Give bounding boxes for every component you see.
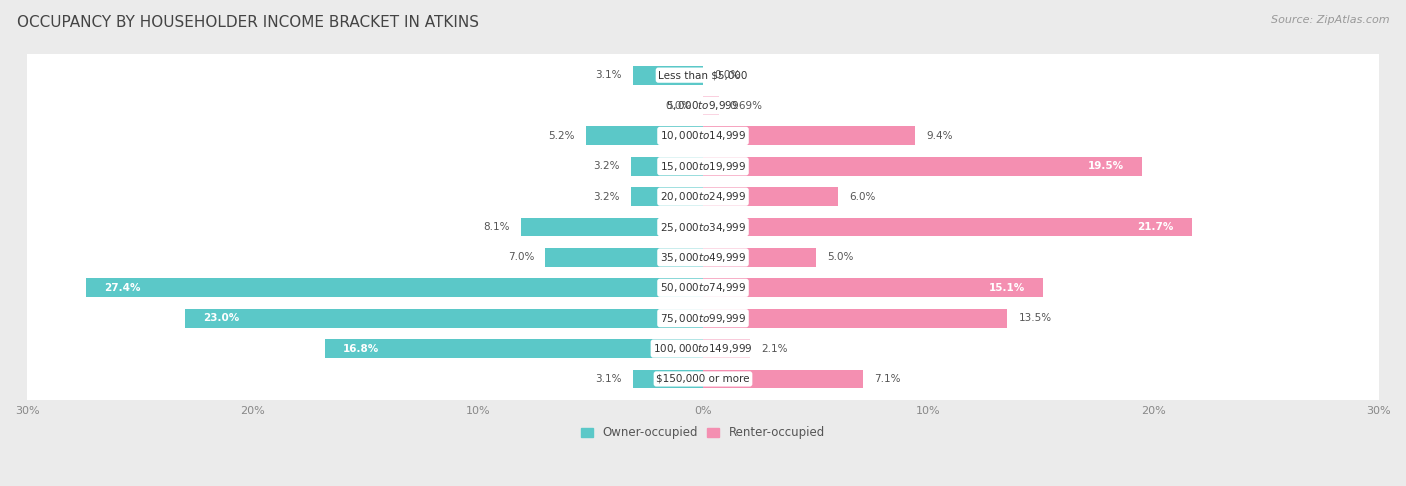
Bar [703, 126, 915, 145]
Text: 3.2%: 3.2% [593, 191, 620, 202]
Text: 23.0%: 23.0% [202, 313, 239, 323]
Text: 16.8%: 16.8% [343, 344, 378, 354]
Bar [186, 309, 703, 328]
Text: 21.7%: 21.7% [1137, 222, 1174, 232]
Bar [703, 187, 838, 206]
Bar [520, 218, 703, 237]
Text: $75,000 to $99,999: $75,000 to $99,999 [659, 312, 747, 325]
Text: 3.1%: 3.1% [595, 374, 621, 384]
Text: 7.1%: 7.1% [875, 374, 901, 384]
Bar [703, 369, 863, 388]
FancyBboxPatch shape [13, 357, 1393, 401]
FancyBboxPatch shape [13, 113, 1393, 158]
Text: 8.1%: 8.1% [482, 222, 509, 232]
FancyBboxPatch shape [13, 265, 1393, 310]
Text: $20,000 to $24,999: $20,000 to $24,999 [659, 190, 747, 203]
Text: 6.0%: 6.0% [849, 191, 876, 202]
Legend: Owner-occupied, Renter-occupied: Owner-occupied, Renter-occupied [578, 423, 828, 443]
Bar [546, 248, 703, 267]
Text: 13.5%: 13.5% [1018, 313, 1052, 323]
FancyBboxPatch shape [13, 296, 1393, 341]
Bar [703, 339, 751, 358]
Text: 9.4%: 9.4% [927, 131, 952, 141]
Text: 27.4%: 27.4% [104, 283, 141, 293]
Text: 3.2%: 3.2% [593, 161, 620, 171]
Text: $25,000 to $34,999: $25,000 to $34,999 [659, 221, 747, 234]
Bar [703, 248, 815, 267]
Text: Less than $5,000: Less than $5,000 [658, 70, 748, 80]
Bar [703, 309, 1007, 328]
Bar [631, 187, 703, 206]
Text: 0.69%: 0.69% [730, 101, 763, 110]
Text: 5.0%: 5.0% [827, 252, 853, 262]
Bar [703, 96, 718, 115]
Text: Source: ZipAtlas.com: Source: ZipAtlas.com [1271, 15, 1389, 25]
Text: $150,000 or more: $150,000 or more [657, 374, 749, 384]
Text: OCCUPANCY BY HOUSEHOLDER INCOME BRACKET IN ATKINS: OCCUPANCY BY HOUSEHOLDER INCOME BRACKET … [17, 15, 479, 30]
FancyBboxPatch shape [13, 52, 1393, 98]
FancyBboxPatch shape [13, 205, 1393, 249]
Bar [703, 218, 1192, 237]
FancyBboxPatch shape [13, 235, 1393, 280]
Text: 3.1%: 3.1% [595, 70, 621, 80]
Text: 0.0%: 0.0% [665, 101, 692, 110]
Bar [633, 369, 703, 388]
Bar [86, 278, 703, 297]
Bar [586, 126, 703, 145]
Text: $15,000 to $19,999: $15,000 to $19,999 [659, 160, 747, 173]
Bar [631, 157, 703, 176]
Bar [633, 66, 703, 85]
Text: 5.2%: 5.2% [548, 131, 575, 141]
Bar [325, 339, 703, 358]
Text: 7.0%: 7.0% [508, 252, 534, 262]
FancyBboxPatch shape [13, 326, 1393, 371]
Bar [703, 278, 1043, 297]
FancyBboxPatch shape [13, 83, 1393, 128]
Text: $35,000 to $49,999: $35,000 to $49,999 [659, 251, 747, 264]
Text: $100,000 to $149,999: $100,000 to $149,999 [654, 342, 752, 355]
Text: $10,000 to $14,999: $10,000 to $14,999 [659, 129, 747, 142]
Text: 2.1%: 2.1% [762, 344, 787, 354]
Text: 15.1%: 15.1% [988, 283, 1025, 293]
Text: $50,000 to $74,999: $50,000 to $74,999 [659, 281, 747, 295]
FancyBboxPatch shape [13, 144, 1393, 189]
FancyBboxPatch shape [13, 174, 1393, 219]
Text: $5,000 to $9,999: $5,000 to $9,999 [666, 99, 740, 112]
Text: 0.0%: 0.0% [714, 70, 741, 80]
Text: 19.5%: 19.5% [1088, 161, 1125, 171]
Bar [703, 157, 1142, 176]
